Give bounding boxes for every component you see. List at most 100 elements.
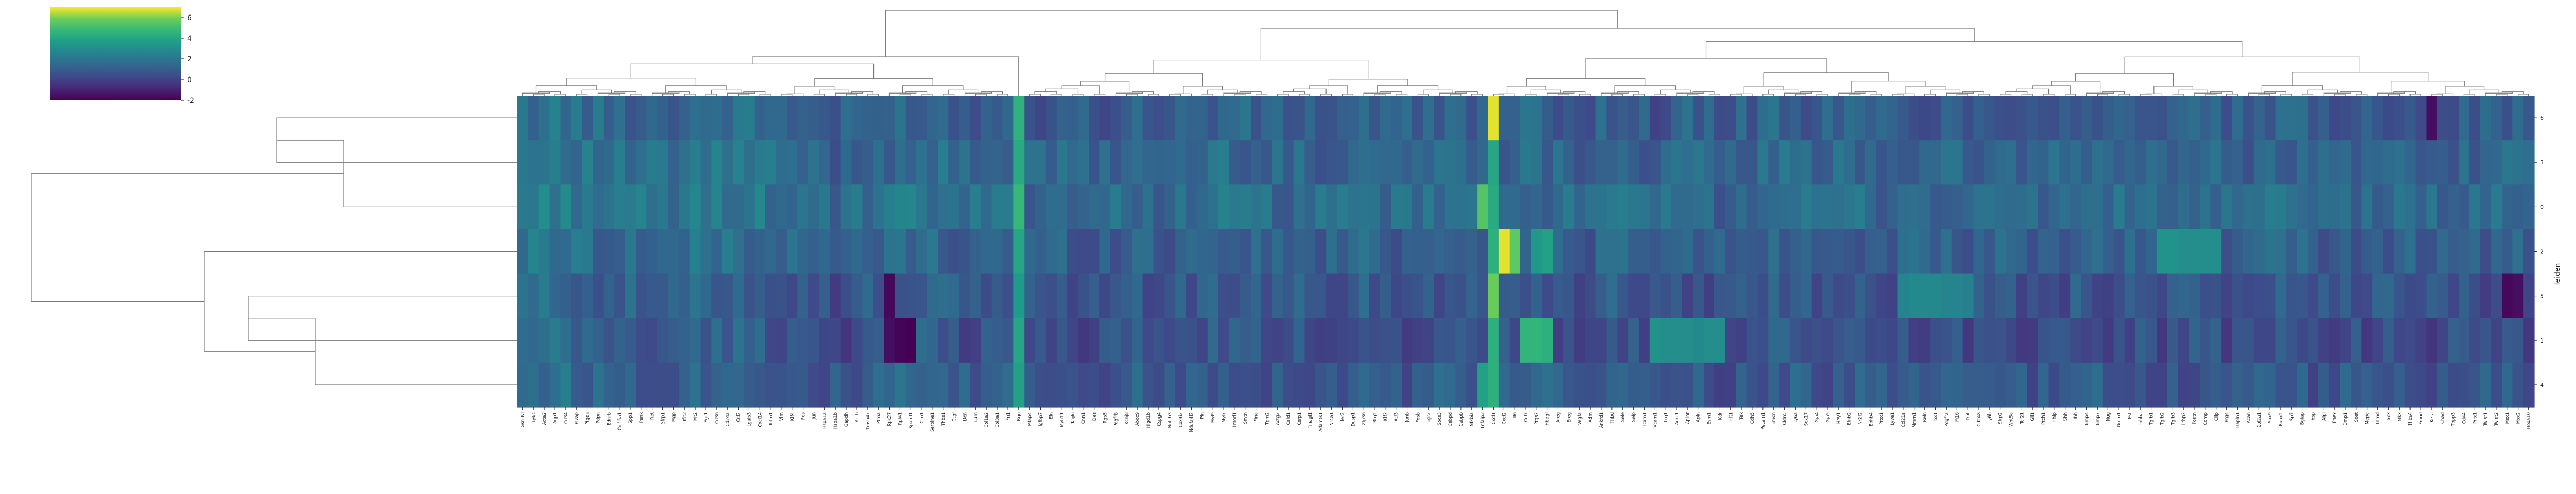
heatmap-cell [657, 318, 669, 363]
dendrogram-link [1153, 59, 1369, 79]
dendrogram-link [2205, 94, 2217, 96]
dendrogram-link [2021, 94, 2033, 96]
heatmap-cell [560, 273, 571, 319]
heatmap-cell [2113, 96, 2125, 141]
column-label: Mkx [2397, 412, 2402, 421]
heatmap-cell [2512, 362, 2524, 408]
heatmap-cell [970, 184, 982, 230]
heatmap-cell [700, 318, 712, 363]
heatmap-cell [1142, 362, 1154, 408]
heatmap-cell [668, 96, 680, 141]
heatmap-cell [2459, 229, 2470, 274]
column-label: Sparcl1 [909, 412, 914, 429]
heatmap-cell [1132, 318, 1143, 363]
column-label: Penk [639, 412, 644, 423]
heatmap-cell [2448, 140, 2459, 185]
heatmap-cell [981, 318, 992, 363]
heatmap-cell [1855, 140, 1866, 185]
heatmap-cell [668, 184, 680, 230]
heatmap-cell [991, 229, 1003, 274]
heatmap-cell [1251, 96, 1262, 141]
heatmap-cell [1402, 229, 1413, 274]
heatmap-cell [1865, 318, 1877, 363]
heatmap-cell [538, 318, 550, 363]
heatmap-cell [2189, 140, 2201, 185]
heatmap-cell [1024, 96, 1035, 141]
heatmap-cell [1251, 273, 1262, 319]
heatmap-cell [2264, 362, 2276, 408]
heatmap-cell [1887, 273, 1899, 319]
heatmap-cell [2102, 362, 2114, 408]
heatmap-cell [1779, 96, 1790, 141]
heatmap-cell [2404, 184, 2416, 230]
heatmap-cell [1304, 273, 1316, 319]
heatmap-cell [1455, 318, 1467, 363]
column-label: Ifitm1 [769, 412, 774, 425]
heatmap-cell [1272, 96, 1284, 141]
dendrogram-link [533, 94, 545, 96]
heatmap-cell [2491, 184, 2503, 230]
heatmap-cell [1229, 184, 1240, 230]
heatmap-cell [927, 184, 938, 230]
heatmap-cell [1207, 140, 1219, 185]
column-label: Adm [1588, 412, 1593, 422]
heatmap-cell [2059, 184, 2071, 230]
heatmap-cell [2124, 273, 2135, 319]
heatmap-cell [894, 362, 906, 408]
heatmap-cell [1585, 362, 1596, 408]
heatmap-cell [2264, 140, 2276, 185]
heatmap-cell [1391, 184, 1402, 230]
heatmap-cell [1973, 273, 1984, 319]
heatmap-cell [2081, 273, 2092, 319]
dendrogram-link [1897, 93, 1915, 96]
heatmap-cell [1919, 184, 1931, 230]
heatmap-cell [1434, 140, 1445, 185]
heatmap-cell [754, 184, 766, 230]
heatmap-cell [1520, 318, 1532, 363]
colorbar-tick-label: 0 [187, 76, 192, 84]
heatmap-cell [1391, 96, 1402, 141]
heatmap-cell [797, 96, 809, 141]
heatmap-cell [1045, 273, 1057, 319]
heatmap-cell [2502, 318, 2513, 363]
heatmap-cell [1089, 140, 1100, 185]
heatmap-cell [2512, 140, 2524, 185]
heatmap-cell [2091, 362, 2103, 408]
column-label: Ly6h [1987, 412, 1993, 423]
heatmap-cell [1024, 273, 1035, 319]
column-label: Cebpb [1459, 412, 1464, 426]
heatmap-cell [679, 229, 690, 274]
heatmap-cell [1402, 273, 1413, 319]
heatmap-cell [1110, 184, 1122, 230]
column-label: Selp [1632, 412, 1637, 422]
heatmap-cell [1757, 362, 1769, 408]
heatmap-cell [1045, 140, 1057, 185]
heatmap-cell [1056, 318, 1068, 363]
column-label: Mt2 [693, 412, 698, 421]
heatmap-cell [1951, 362, 1963, 408]
heatmap-cell [722, 96, 733, 141]
heatmap-cell [991, 273, 1003, 319]
dendrogram-link [1654, 94, 1666, 96]
heatmap-cell [2006, 96, 2017, 141]
heatmap-cell [2027, 229, 2039, 274]
heatmap-cell [603, 96, 615, 141]
heatmap-cell [2157, 273, 2168, 319]
column-label: Vcam1 [1653, 412, 1658, 427]
heatmap-cell [1951, 140, 1963, 185]
heatmap-cell [2318, 229, 2330, 274]
heatmap-cell [1897, 318, 1909, 363]
heatmap-cell [657, 96, 669, 141]
heatmap-cell [754, 318, 766, 363]
heatmap-cell [1229, 318, 1240, 363]
heatmap-cell [2523, 362, 2535, 408]
heatmap-cell [2361, 318, 2373, 363]
heatmap-cell [2070, 362, 2082, 408]
row-label: 2 [2540, 249, 2544, 255]
heatmap-cell [2351, 362, 2362, 408]
heatmap-cell [1132, 229, 1143, 274]
heatmap-cell [2210, 140, 2222, 185]
heatmap-cell [1897, 229, 1909, 274]
heatmap-cell [700, 96, 712, 141]
heatmap-cell [2135, 318, 2146, 363]
